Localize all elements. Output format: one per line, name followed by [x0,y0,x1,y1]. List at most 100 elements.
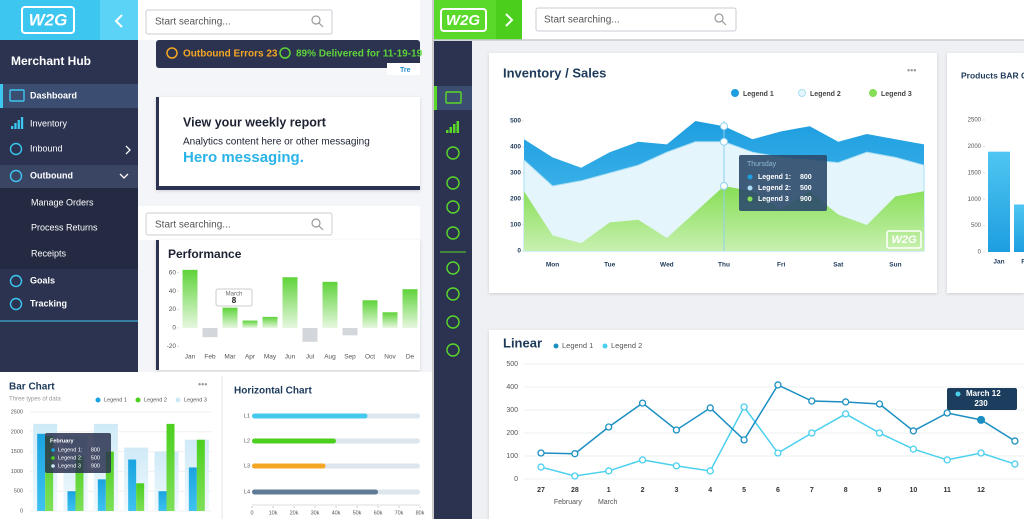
report-card [156,97,420,190]
nav-icon[interactable] [446,315,460,329]
nav-icon [9,297,23,311]
x-tick-label: Mon [546,262,559,269]
y-tick-label: L1 [244,413,250,419]
status-icon [166,47,178,59]
legend-label: Legend 2 [611,341,642,350]
x-tick-label: Sep [344,354,356,361]
bar [322,281,338,328]
nav-icon[interactable] [446,287,460,301]
nav-icon[interactable] [446,261,460,275]
legend-label: Legend 2 [144,397,167,403]
bar [182,269,198,328]
nav-item[interactable]: Inbound [30,143,63,153]
nav-item[interactable]: Manage Orders [31,197,94,207]
x-tick-label: De [406,354,415,361]
x-tick-label: Jan [185,354,196,361]
tooltip-swatch [51,456,55,460]
y-tick-label: 1500 [968,170,982,176]
nav-active-bg [434,86,472,110]
legend-label: Legend 1 [562,341,593,350]
tooltip-name: Legend 1: [58,447,83,453]
point [943,409,951,417]
nav-icon[interactable] [446,146,460,160]
x-tick-label: Sat [833,262,844,269]
y-tick-label: 20 [169,306,177,313]
nav-icon[interactable] [446,200,460,214]
nav-item[interactable]: Process Returns [31,222,98,232]
bar [282,277,298,328]
nav-icon[interactable] [446,343,460,357]
nav-item[interactable]: Outbound [30,170,73,180]
nav-active-bg [0,84,138,108]
search-icon [318,225,324,231]
search-placeholder[interactable]: Start searching... [544,15,620,26]
logo-box [21,6,75,34]
x-tick-label: 27 [537,487,545,494]
tooltip-swatch [51,464,55,468]
y-tick-label: 500 [510,118,521,125]
x-tick-label: 7 [810,487,814,494]
tooltip [45,433,111,473]
nav-item[interactable]: Receipts [31,248,67,258]
nav-icon[interactable] [445,91,462,104]
tooltip-name: Legend 2: [758,185,791,192]
tooltip-label: Thursday [747,161,777,168]
chart-title: Horizontal Chart [234,386,312,397]
nav-icon [17,120,20,129]
nav-icon[interactable] [446,226,460,240]
bar [1014,204,1024,252]
point [720,182,728,190]
y-tick-label: 200 [506,430,518,437]
tooltip-swatch [747,185,753,191]
y-tick-label: 400 [510,144,521,151]
bar [262,316,278,328]
y-tick-label: 0 [978,250,982,256]
collapse-button[interactable] [496,0,522,40]
tooltip [739,155,827,211]
tooltip-name: Legend 2: [58,455,83,461]
search-placeholder[interactable]: Start searching... [155,17,231,28]
search-icon [318,22,324,28]
tooltip-label: March 12 [966,389,1001,398]
y-tick-label: 100 [506,453,518,460]
x-tick-label: 0 [250,510,253,516]
logo-box [440,8,487,32]
trends-link[interactable]: Tre [400,67,411,74]
highlight-point [977,415,986,424]
tooltip [947,388,1017,410]
collapse-button[interactable] [100,0,138,40]
point [1011,460,1019,468]
nav-item[interactable]: Dashboard [30,90,77,100]
nav-item[interactable]: Tracking [30,298,67,308]
search-box[interactable] [145,9,333,35]
tooltip-value: 800 [800,174,812,181]
x-tick-label: 80k [416,510,425,516]
legend-swatch [553,343,559,349]
search-box[interactable] [535,7,737,32]
x-tick-label: 40k [332,510,341,516]
point [672,426,681,434]
nav-item[interactable]: Inventory [30,118,68,128]
trends-tab[interactable] [387,63,420,75]
x-tick-label: Nov [384,354,396,361]
legend-label: Legend 1 [743,91,774,98]
legend-swatch [798,89,806,97]
x-tick-label: Apr [245,354,256,361]
search-icon [714,13,724,23]
nav-icon [456,121,459,133]
legend-swatch [175,397,181,403]
bar [252,413,368,419]
x-tick-label: 10 [909,487,917,494]
bar [202,327,218,338]
x-tick-label: Mar [224,354,236,361]
search-placeholder[interactable]: Start searching... [155,220,231,231]
point [706,467,714,475]
tooltip-value: 900 [800,196,812,203]
status-errors: Outbound Errors 23 [183,49,278,60]
x-tick-label: Sun [889,262,901,269]
nav-icon[interactable] [446,176,460,190]
x-tick-label: 28 [571,487,579,494]
search-box[interactable] [145,212,333,236]
nav-item[interactable]: Goals [30,275,55,285]
